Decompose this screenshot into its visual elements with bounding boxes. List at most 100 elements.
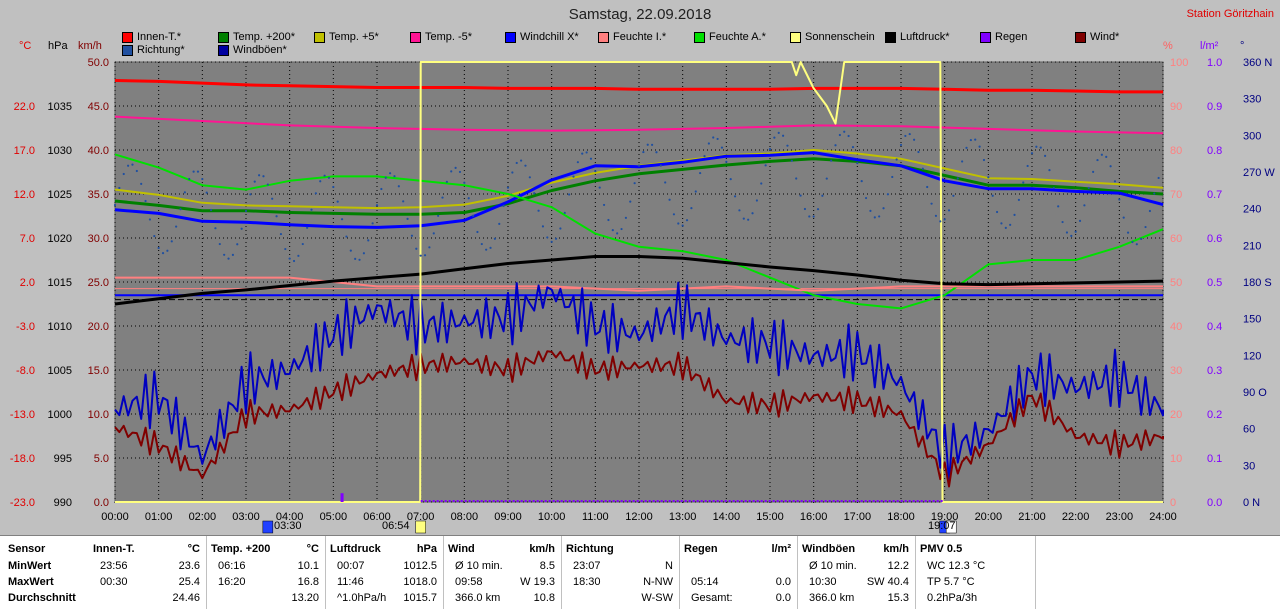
celsius-tick-label: -8.0 (16, 365, 35, 377)
stats-cell-value: N (665, 560, 673, 572)
direction-point (1113, 180, 1117, 183)
kmh-tick-label: 35.0 (88, 189, 109, 201)
legend-swatch (122, 31, 133, 43)
direction-point (485, 248, 488, 251)
direction-point (886, 193, 890, 196)
direction-point (467, 197, 470, 200)
direction-point (428, 246, 431, 249)
hpa-tick-label: 995 (54, 453, 72, 465)
kmh-tick-label: 45.0 (88, 101, 109, 113)
direction-point (821, 194, 824, 197)
hpa-tick-label: 1020 (48, 233, 72, 245)
direction-point (1109, 165, 1112, 168)
direction-point (327, 176, 331, 179)
direction-point (729, 178, 732, 181)
direction-point (1157, 176, 1160, 180)
percent-tick-label: 60 (1170, 233, 1182, 245)
stats-cell-left: 23:56 (100, 560, 128, 572)
direction-point (1061, 220, 1064, 224)
direction-point (616, 232, 619, 235)
direction-point (498, 222, 501, 225)
direction-point (633, 182, 636, 185)
direction-point (349, 249, 352, 252)
direction-point (201, 177, 204, 181)
unit-hpa: hPa (48, 40, 68, 52)
stats-cell-left: 0.2hPa/3h (927, 592, 978, 604)
direction-point (1044, 154, 1047, 157)
direction-point (655, 151, 658, 154)
direction-point (301, 242, 304, 246)
x-tick-label: 15:00 (756, 511, 784, 523)
direction-point (384, 176, 387, 179)
direction-tick-label: 330 (1243, 94, 1261, 106)
rain-tick-label: 0.4 (1207, 321, 1222, 333)
direction-point (262, 175, 265, 178)
legend-label: Innen-T.* (137, 31, 182, 43)
legend-item: Temp. -5* (410, 31, 472, 43)
direction-point (371, 222, 374, 225)
direction-point (1009, 223, 1012, 226)
celsius-tick-label: -23.0 (10, 497, 35, 509)
legend-item: Regen (980, 31, 1027, 43)
direction-point (926, 185, 929, 189)
direction-point (974, 138, 977, 141)
rain-tick-label: 0.1 (1207, 453, 1222, 465)
kmh-tick-label: 10.0 (88, 409, 109, 421)
stats-cell-value: N-NW (643, 576, 673, 588)
stats-unit: l/m² (771, 543, 791, 555)
series-line-temp-5 (114, 115, 1164, 135)
kmh-tick-label: 15.0 (88, 365, 109, 377)
direction-point (292, 259, 296, 263)
direction-point (642, 150, 645, 154)
stats-panel: Sensor MinWert MaxWert Durchschnitt Inne… (0, 535, 1280, 609)
stats-cell-left: ^1.0hPa/h (337, 592, 387, 604)
direction-point (751, 212, 754, 215)
legend-label: Regen (995, 31, 1028, 43)
direction-point (1000, 222, 1003, 225)
direction-point (1039, 146, 1042, 149)
direction-point (672, 213, 676, 216)
hpa-tick-label: 1035 (48, 101, 72, 113)
x-tick-label: 17:00 (844, 511, 872, 523)
moonrise-label: 03:30 (274, 520, 302, 532)
stats-cell-value: 1015.7 (403, 592, 437, 604)
x-tick-label: 19:00 (931, 511, 959, 523)
legend-item: Windchill X* (505, 31, 579, 43)
unit-kmh: km/h (78, 40, 102, 52)
kmh-tick-label: 0.0 (94, 497, 109, 509)
direction-point (856, 161, 859, 165)
direction-point (406, 217, 409, 220)
direction-tick-label: 180 S (1243, 277, 1272, 289)
direction-point (489, 246, 492, 249)
direction-point (1074, 230, 1077, 233)
direction-point (790, 159, 793, 162)
direction-point (122, 172, 125, 176)
legend-item: Wind* (1075, 31, 1119, 43)
hpa-tick-label: 1015 (48, 277, 72, 289)
legend-swatch (694, 31, 705, 43)
direction-point (782, 134, 785, 137)
rain-tick-label: 0.7 (1207, 189, 1222, 201)
percent-tick-label: 80 (1170, 145, 1182, 157)
legend-label: Temp. -5* (425, 31, 473, 43)
stats-cell-value: 8.5 (539, 560, 555, 572)
direction-point (463, 181, 466, 184)
stats-header: Windböen (802, 543, 856, 555)
stats-cell-value: 15.3 (887, 592, 909, 604)
legend-label: Feuchte I.* (613, 31, 667, 43)
direction-point (367, 239, 370, 242)
stats-cell-left: Ø 10 min. (455, 560, 503, 572)
direction-tick-label: 360 N (1243, 57, 1272, 69)
legend-label: Temp. +200* (233, 31, 296, 43)
legend-item: Richtung* (122, 44, 185, 56)
celsius-tick-label: 17.0 (14, 145, 35, 157)
unit-direction: ° (1240, 40, 1245, 52)
direction-point (891, 175, 894, 179)
stats-cell-value: 0.0 (775, 576, 791, 588)
stats-header: Wind (448, 543, 475, 555)
direction-point (546, 236, 549, 239)
percent-tick-label: 50 (1170, 277, 1182, 289)
stats-cell-value: 13.20 (291, 592, 319, 604)
direction-tick-label: 150 (1243, 314, 1261, 326)
direction-point (1013, 213, 1016, 216)
